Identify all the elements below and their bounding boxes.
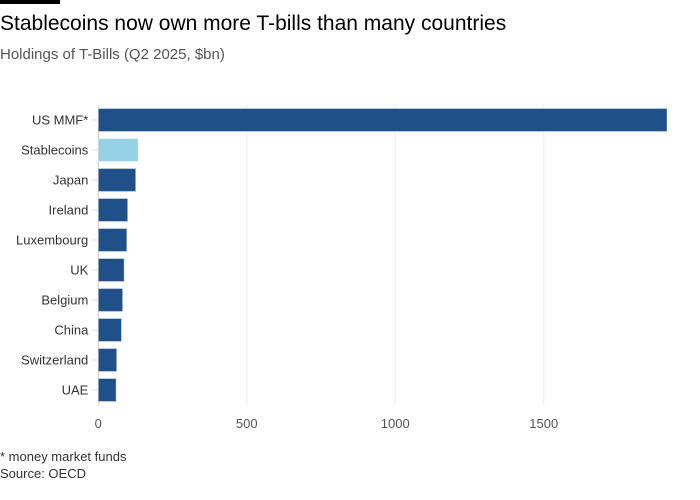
bar (97, 318, 122, 342)
x-tick-label: 500 (236, 416, 258, 431)
bar (97, 378, 117, 402)
category-label: US MMF* (32, 113, 88, 128)
x-tick-label: 0 (95, 416, 102, 431)
category-label: China (54, 323, 89, 338)
category-label: UAE (62, 383, 89, 398)
category-label: Switzerland (21, 353, 88, 368)
category-label: Japan (53, 173, 88, 188)
category-label: UK (70, 263, 88, 278)
bar (97, 288, 124, 312)
category-label: Stablecoins (21, 143, 89, 158)
x-tick-label: 1500 (529, 416, 558, 431)
brand-bar (0, 0, 60, 4)
bar (97, 228, 128, 252)
chart-subtitle: Holdings of T-Bills (Q2 2025, $bn) (0, 46, 225, 63)
category-label: Ireland (49, 203, 89, 218)
bar (97, 108, 668, 132)
category-label: Luxembourg (16, 233, 88, 248)
bar (97, 138, 139, 162)
bar (97, 198, 129, 222)
bar (97, 348, 118, 372)
bar (97, 168, 137, 192)
source-note: Source: OECD (0, 466, 86, 481)
footnote: * money market funds (0, 449, 127, 464)
category-label: Belgium (41, 293, 88, 308)
x-tick-label: 1000 (381, 416, 410, 431)
chart-title: Stablecoins now own more T-bills than ma… (0, 12, 507, 35)
bar (97, 258, 125, 282)
